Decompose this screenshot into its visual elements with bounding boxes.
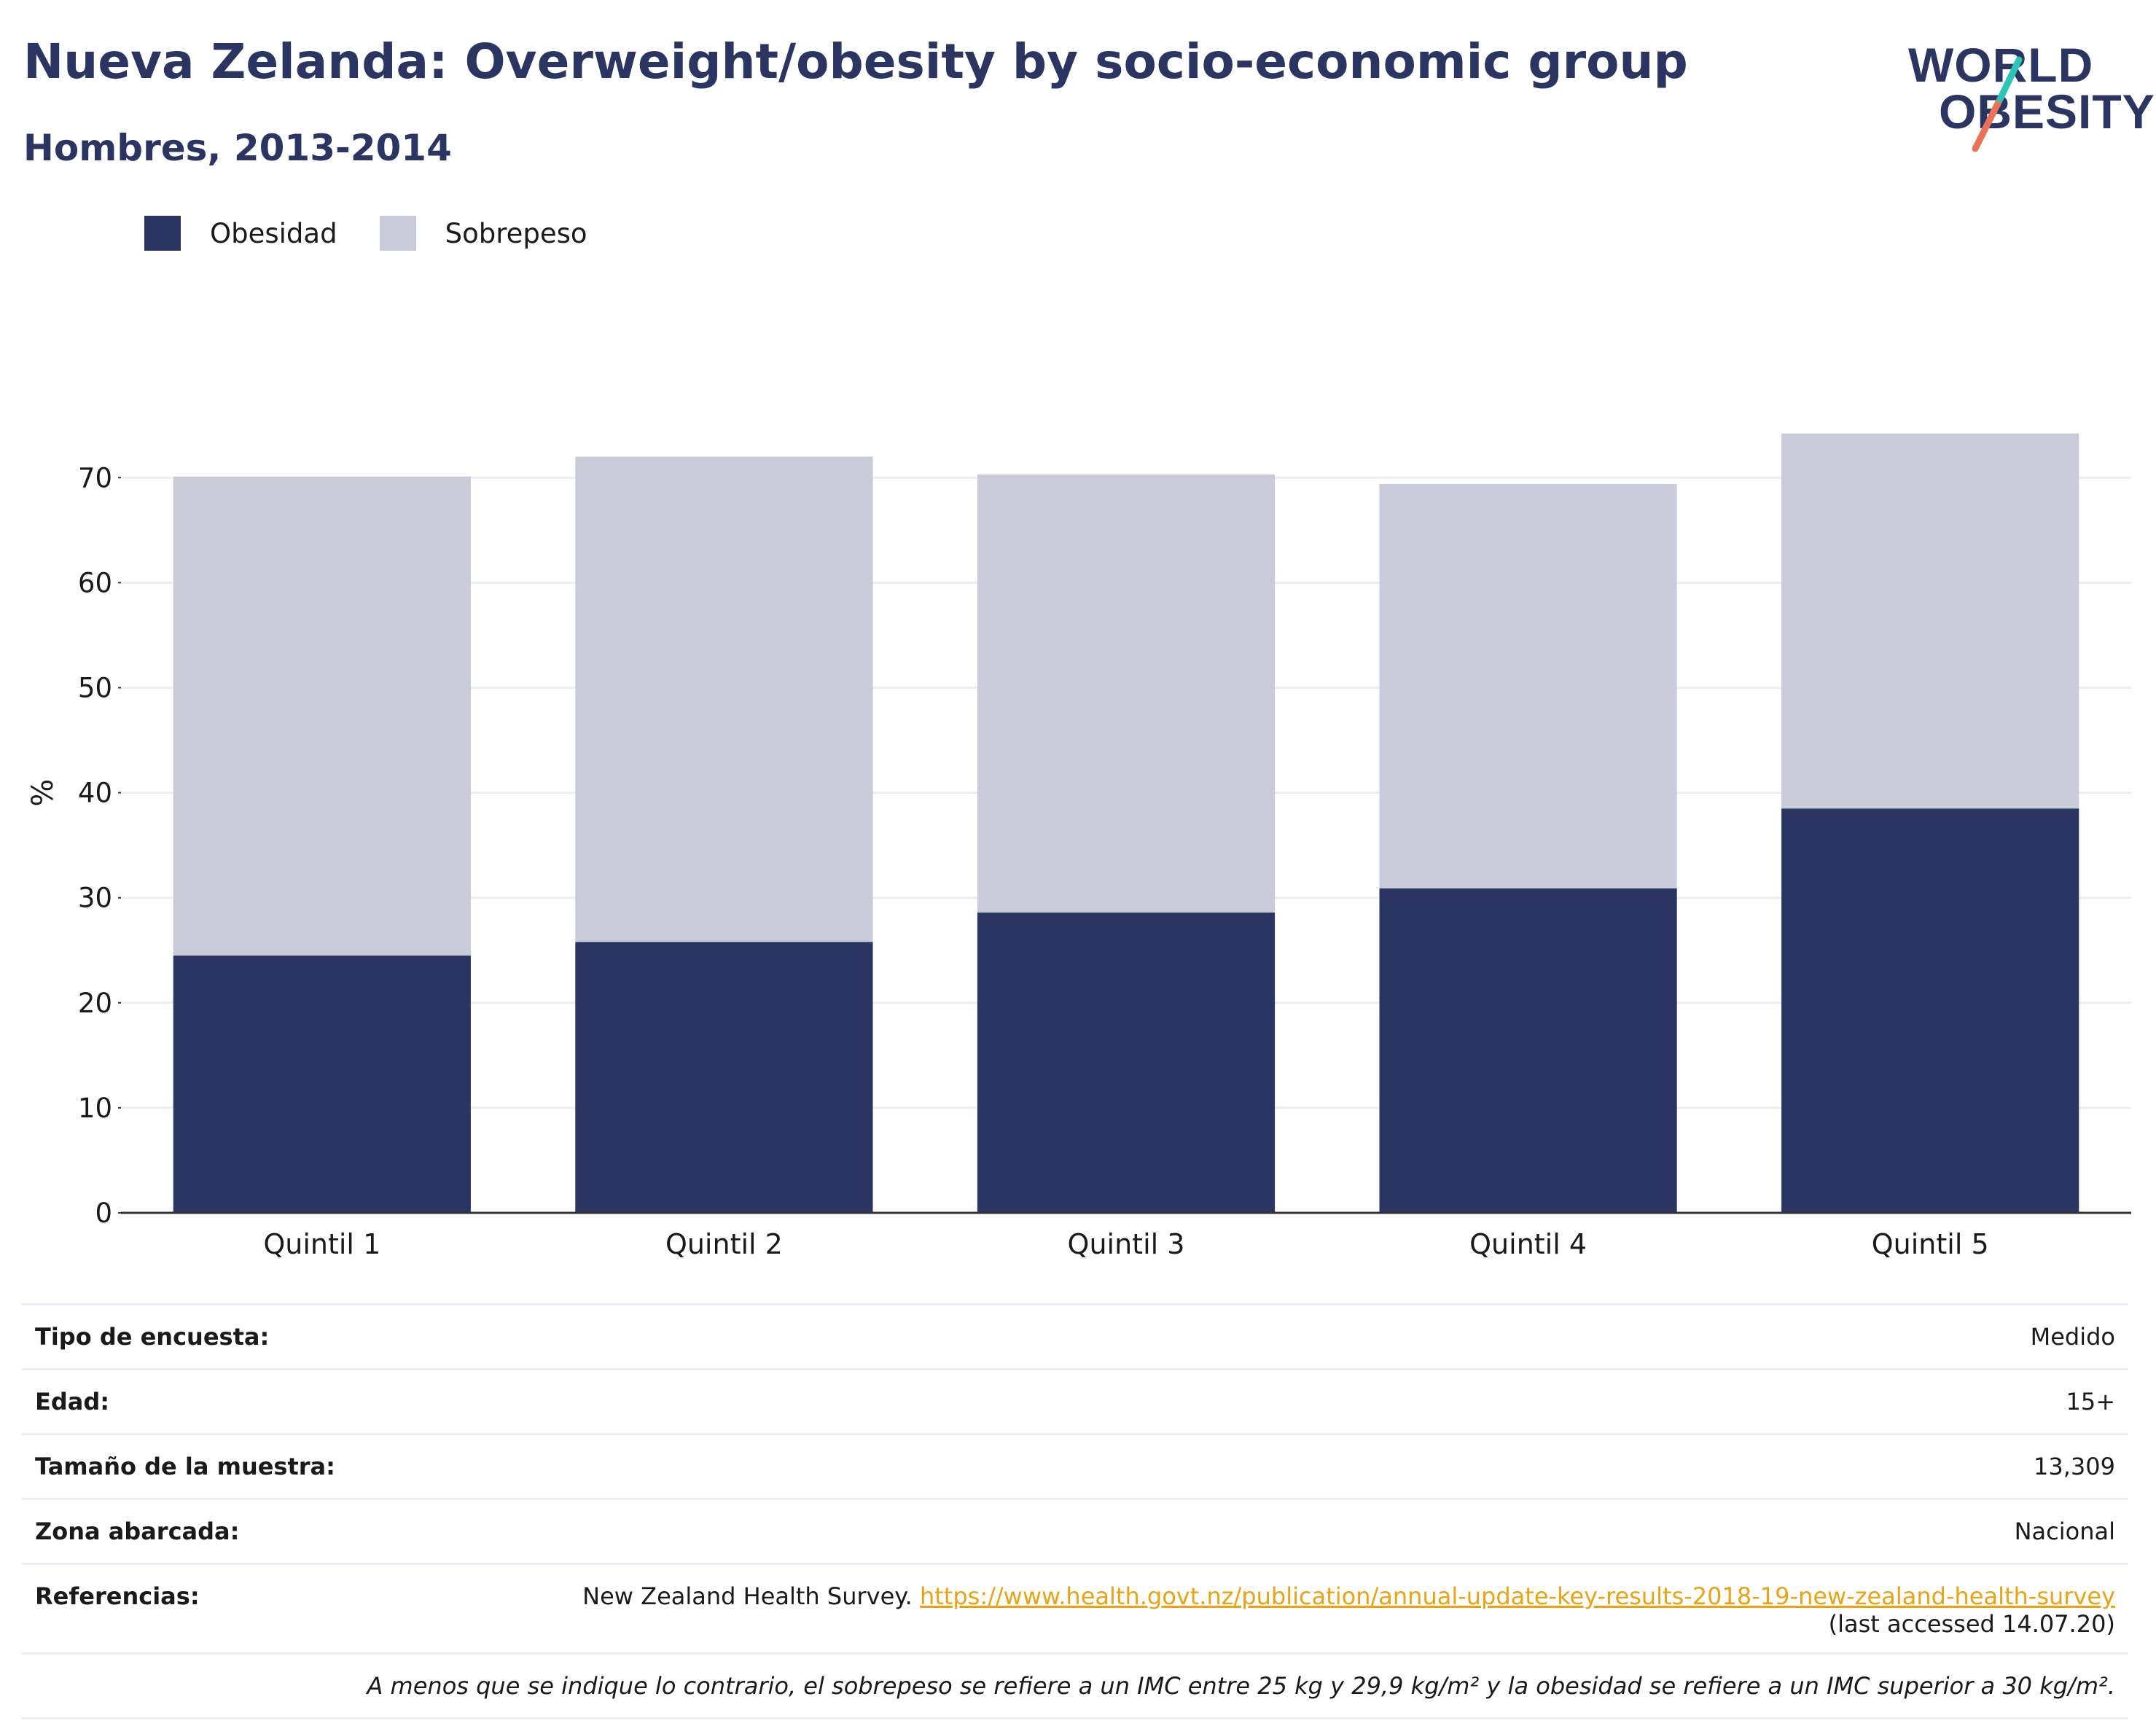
- reference-text: New Zealand Health Survey.: [582, 1582, 913, 1610]
- bar-sobrepeso-3: [977, 474, 1276, 913]
- y-tick-label: 70: [78, 462, 112, 493]
- y-axis-label: %: [26, 779, 60, 807]
- x-tick-label: Quintil 1: [263, 1228, 380, 1260]
- info-value: 15+: [2066, 1388, 2115, 1415]
- legend-swatch-obesidad: [144, 216, 181, 251]
- info-row-survey-type: Tipo de encuesta: Medido: [22, 1303, 2128, 1368]
- logo-word-world: WORLD: [1908, 38, 2094, 92]
- info-row-references: Referencias: New Zealand Health Survey. …: [22, 1563, 2128, 1652]
- reference-link[interactable]: https://www.health.govt.nz/publication/a…: [919, 1582, 2115, 1610]
- bar-sobrepeso-1: [173, 476, 471, 956]
- y-tick-label: 0: [95, 1198, 112, 1229]
- chart-subtitle: Hombres, 2013-2014: [23, 127, 452, 169]
- y-tick-label: 40: [78, 778, 112, 809]
- legend-label-obesidad: Obesidad: [210, 217, 337, 249]
- chart-title: Nueva Zelanda: Overweight/obesity by soc…: [23, 34, 1688, 90]
- legend-label-sobrepeso: Sobrepeso: [445, 217, 587, 249]
- bar-sobrepeso-5: [1781, 433, 2079, 809]
- info-key: Edad:: [35, 1388, 110, 1415]
- bar-obesidad-5: [1781, 808, 2079, 1213]
- x-tick-label: Quintil 4: [1469, 1228, 1587, 1260]
- y-tick-label: 30: [78, 883, 112, 914]
- world-obesity-logo: WORLD OBESITY: [1902, 32, 2155, 156]
- logo-word-obesity: OBESITY: [1939, 85, 2155, 138]
- bar-sobrepeso-4: [1379, 483, 1677, 889]
- bar-obesidad-3: [977, 912, 1276, 1213]
- x-tick-label: Quintil 5: [1872, 1228, 1989, 1260]
- chart-legend: Obesidad Sobrepeso: [144, 216, 630, 251]
- legend-swatch-sobrepeso: [379, 216, 416, 251]
- x-tick-label: Quintil 2: [665, 1228, 783, 1260]
- x-tick-label: Quintil 3: [1068, 1228, 1185, 1260]
- info-key: Zona abarcada:: [35, 1518, 240, 1545]
- legend-item-sobrepeso[interactable]: Sobrepeso: [379, 216, 587, 251]
- info-row-area: Zona abarcada: Nacional: [22, 1498, 2128, 1563]
- survey-info-table: Tipo de encuesta: Medido Edad: 15+ Tamañ…: [22, 1303, 2128, 1719]
- y-tick-label: 60: [78, 567, 112, 598]
- info-value: Medido: [2030, 1323, 2115, 1351]
- logo-slash-icon: [1972, 56, 2023, 152]
- info-value: Nacional: [2014, 1518, 2115, 1545]
- info-value: New Zealand Health Survey. https://www.h…: [582, 1582, 2115, 1638]
- bar-obesidad-1: [173, 955, 471, 1213]
- info-row-sample-size: Tamaño de la muestra: 13,309: [22, 1433, 2128, 1498]
- info-key: Tipo de encuesta:: [35, 1323, 270, 1351]
- y-tick-label: 10: [78, 1093, 112, 1124]
- y-tick-label: 50: [78, 672, 112, 703]
- legend-item-obesidad[interactable]: Obesidad: [144, 216, 337, 251]
- info-value: 13,309: [2034, 1453, 2115, 1480]
- bar-sobrepeso-2: [575, 456, 873, 942]
- info-key: Tamaño de la muestra:: [35, 1453, 335, 1480]
- bar-obesidad-2: [575, 942, 873, 1213]
- stacked-bar-chart: 0 10 20 30 40 50 60 70% Quintil 1 Quintil 2 Quinti…: [26, 433, 2131, 1260]
- info-key: Referencias:: [35, 1582, 200, 1610]
- y-tick-label: 20: [78, 988, 112, 1019]
- bar-obesidad-4: [1379, 888, 1677, 1213]
- info-row-age: Edad: 15+: [22, 1368, 2128, 1433]
- reference-accessed: (last accessed 14.07.20): [1828, 1610, 2115, 1638]
- definition-note: A menos que se indique lo contrario, el …: [367, 1672, 2115, 1700]
- info-row-note: A menos que se indique lo contrario, el …: [22, 1652, 2128, 1719]
